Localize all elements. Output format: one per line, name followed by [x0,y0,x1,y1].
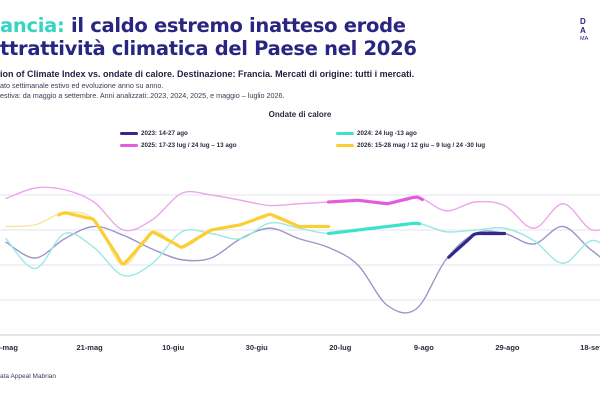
x-tick-label-1: 21-mag [76,343,103,352]
x-tick-label-2: 10-giu [162,343,185,352]
legend-swatch-2023 [120,131,138,136]
x-tick-label-5: 9-ago [414,343,434,352]
legend-item-2024: 2024: 24 lug -13 ago [336,130,417,137]
series-line-2023 [5,225,600,314]
x-tick-label-3: 30-giu [246,343,269,352]
source-note: ata Appeal Mabrian [0,373,57,380]
legend-label-2025: 2025: 17-23 lug / 24 lug – 13 ago [141,142,237,149]
brand-logo: D A MA [580,18,600,44]
legend-swatch-2024 [336,131,354,136]
legend-swatch-2026 [336,143,354,148]
x-tick-label-7: 18-set [580,343,600,352]
legend-item-2023: 2023: 14-27 ago [120,130,188,137]
legend-item-2026: 2026: 15-28 mag / 12 giu – 9 lug / 24 -3… [336,142,485,149]
logo-line3: MA [580,36,589,42]
heatwave-segment-2025 [326,195,424,206]
title-rest: il caldo estremo inatteso erode [64,14,406,37]
legend-label-2026: 2026: 15-28 mag / 12 giu – 9 lug / 24 -3… [357,142,486,149]
logo-line1: D [580,18,586,26]
logo-line2: A [580,25,586,35]
legend-swatch-2025 [120,143,138,148]
x-tick-label-6: 29-ago [495,343,520,352]
title-line2: ttrattività climatica del Paese nel 2026 [0,37,417,60]
legend-item-2025: 2025: 17-23 lug / 24 lug – 13 ago [120,142,237,149]
legend-label-2023: 2023: 14-27 ago [141,130,188,137]
series-line-2024 [5,221,600,277]
heatwave-segment-2024 [326,221,422,236]
x-tick-label-4: 20-lug [329,343,352,352]
chart-note-2: estiva: da maggio a settembre. Anni anal… [0,91,285,100]
title-accent: ancia: [0,14,65,37]
x-tick-label-0: -mag [0,343,18,352]
chart-subtitle: ion of Climate Index vs. ondate di calor… [0,69,415,79]
chart-note-1: ato settimanale estivo ed evoluzione ann… [0,81,164,90]
legend-label-2024: 2024: 24 lug -13 ago [357,130,417,137]
heatwave-segment-2026 [57,211,331,266]
heatwave-segment-2023 [447,231,507,259]
chart-title: ancia: il caldo estremo inatteso erode tt… [0,14,560,60]
legend-title: Ondate di calore [268,110,332,119]
